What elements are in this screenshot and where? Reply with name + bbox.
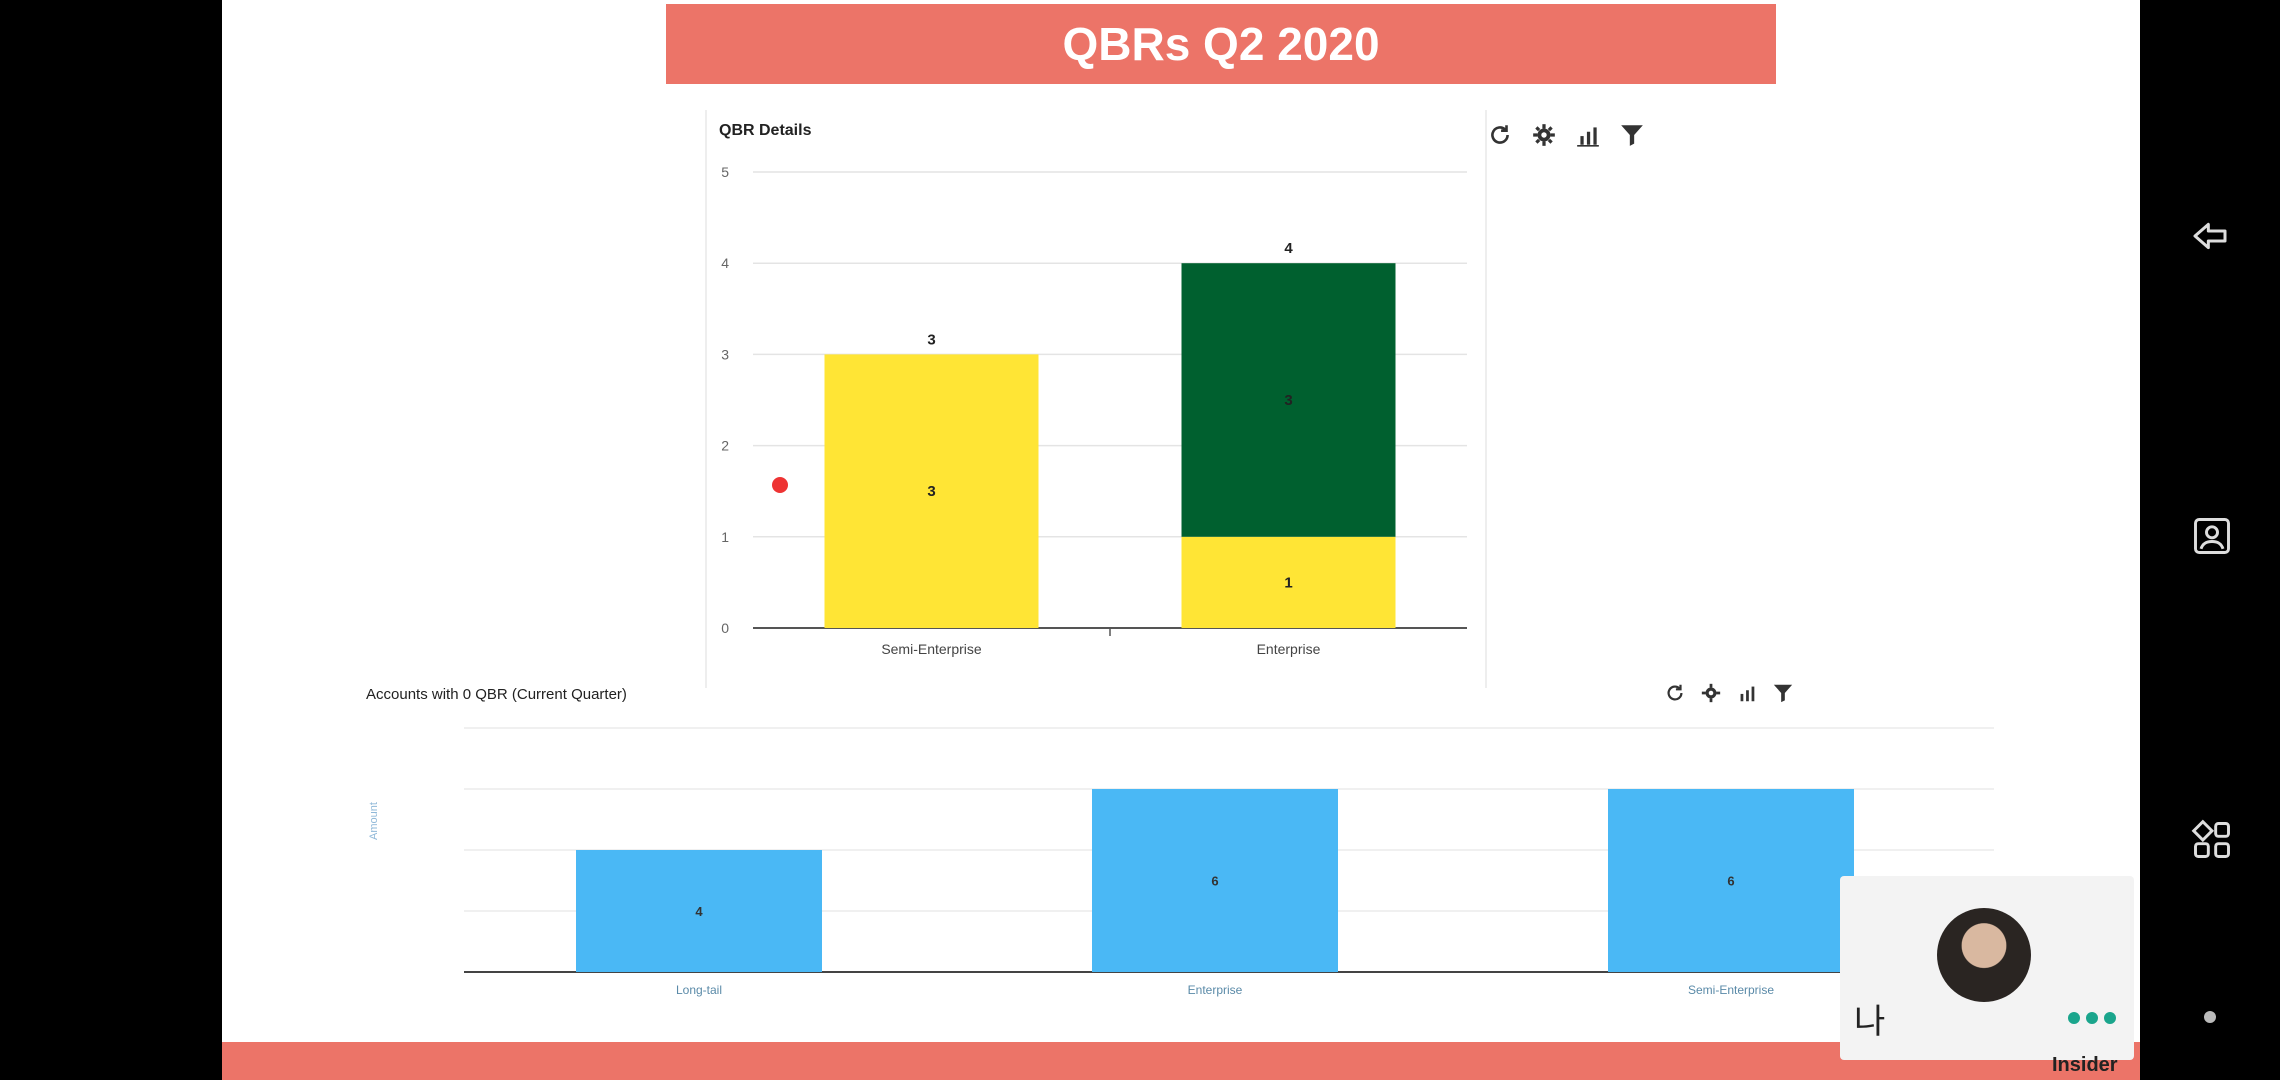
- x-tick-label: Enterprise: [1188, 983, 1243, 997]
- accounts-zero-qbr-panel: Accounts with 0 QBR (Current Quarter) Am…: [364, 670, 2004, 1000]
- data-label: 3: [1284, 392, 1292, 409]
- qbr-details-chart: 0 1 2 3 4 5 3 3 Semi-Enterprise 1 3 4 Enterprise: [721, 164, 1467, 657]
- x-tick-label: Semi-Enterprise: [881, 641, 982, 657]
- x-tick-label: Enterprise: [1257, 641, 1321, 657]
- bar: [1608, 789, 1854, 972]
- slide-title: QBRs Q2 2020: [666, 4, 1776, 84]
- slide-footer-band: [222, 1042, 2140, 1080]
- bar-segment: [824, 354, 1039, 628]
- data-label: 6: [1727, 874, 1734, 889]
- y-tick-label: 1: [721, 529, 729, 545]
- filter-icon[interactable]: [1619, 122, 1645, 148]
- chart-toolbar: [1664, 682, 1794, 704]
- total-label: 4: [1284, 240, 1293, 257]
- share-icon[interactable]: [2190, 216, 2230, 261]
- bar-chart-icon[interactable]: [1575, 122, 1601, 148]
- laser-pointer-dot: [772, 477, 788, 493]
- total-label: 3: [927, 331, 935, 348]
- participant-video-tile[interactable]: 나: [1840, 876, 2134, 1060]
- filter-icon[interactable]: [1772, 682, 1794, 704]
- gear-icon[interactable]: [1700, 682, 1722, 704]
- bar: [576, 850, 822, 972]
- data-label: 1: [1284, 574, 1292, 591]
- bar-segment: [1181, 263, 1396, 537]
- participant-icon[interactable]: [2190, 514, 2234, 563]
- y-tick-label: 5: [721, 164, 729, 180]
- brand-logo: Insider: [2052, 1054, 2118, 1076]
- data-label: 6: [1211, 874, 1218, 889]
- apps-icon[interactable]: [2190, 818, 2234, 867]
- refresh-icon[interactable]: [1664, 682, 1686, 704]
- gear-icon[interactable]: [1531, 122, 1557, 148]
- more-options-icon[interactable]: [2068, 1012, 2116, 1024]
- y-tick-label: 2: [721, 438, 729, 454]
- data-label: 4: [695, 904, 703, 919]
- x-tick-label: Semi-Enterprise: [1688, 983, 1774, 997]
- chart-title: Accounts with 0 QBR (Current Quarter): [366, 686, 627, 703]
- side-nav: [2140, 0, 2280, 1080]
- participant-name: 나: [1854, 1002, 1886, 1042]
- data-label: 3: [927, 483, 935, 500]
- qbr-details-panel: QBR Details 0 1 2 3 4 5 3 3 Semi-Enterprise 1 3 4 En…: [705, 110, 1643, 688]
- refresh-icon[interactable]: [1487, 122, 1513, 148]
- y-tick-label: 0: [721, 620, 729, 636]
- bar-segment: [1181, 536, 1396, 628]
- y-tick-label: 3: [721, 346, 729, 362]
- status-dot-icon: [2203, 1010, 2217, 1029]
- chart-title: QBR Details: [719, 122, 812, 139]
- bar: [1092, 789, 1338, 972]
- bar-chart-icon[interactable]: [1736, 682, 1758, 704]
- chart-toolbar: [1487, 122, 1645, 148]
- x-tick-label: Long-tail: [676, 983, 722, 997]
- y-tick-label: 4: [721, 255, 729, 271]
- accounts-zero-qbr-chart: 4 Long-tail 6 Enterprise 6 Semi-Enterprise: [464, 727, 1994, 997]
- avatar: [1937, 908, 2031, 1002]
- presentation-slide: QBRs Q2 2020 QBR Details 0 1 2 3 4 5 3 3 Semi-En…: [222, 0, 2140, 1080]
